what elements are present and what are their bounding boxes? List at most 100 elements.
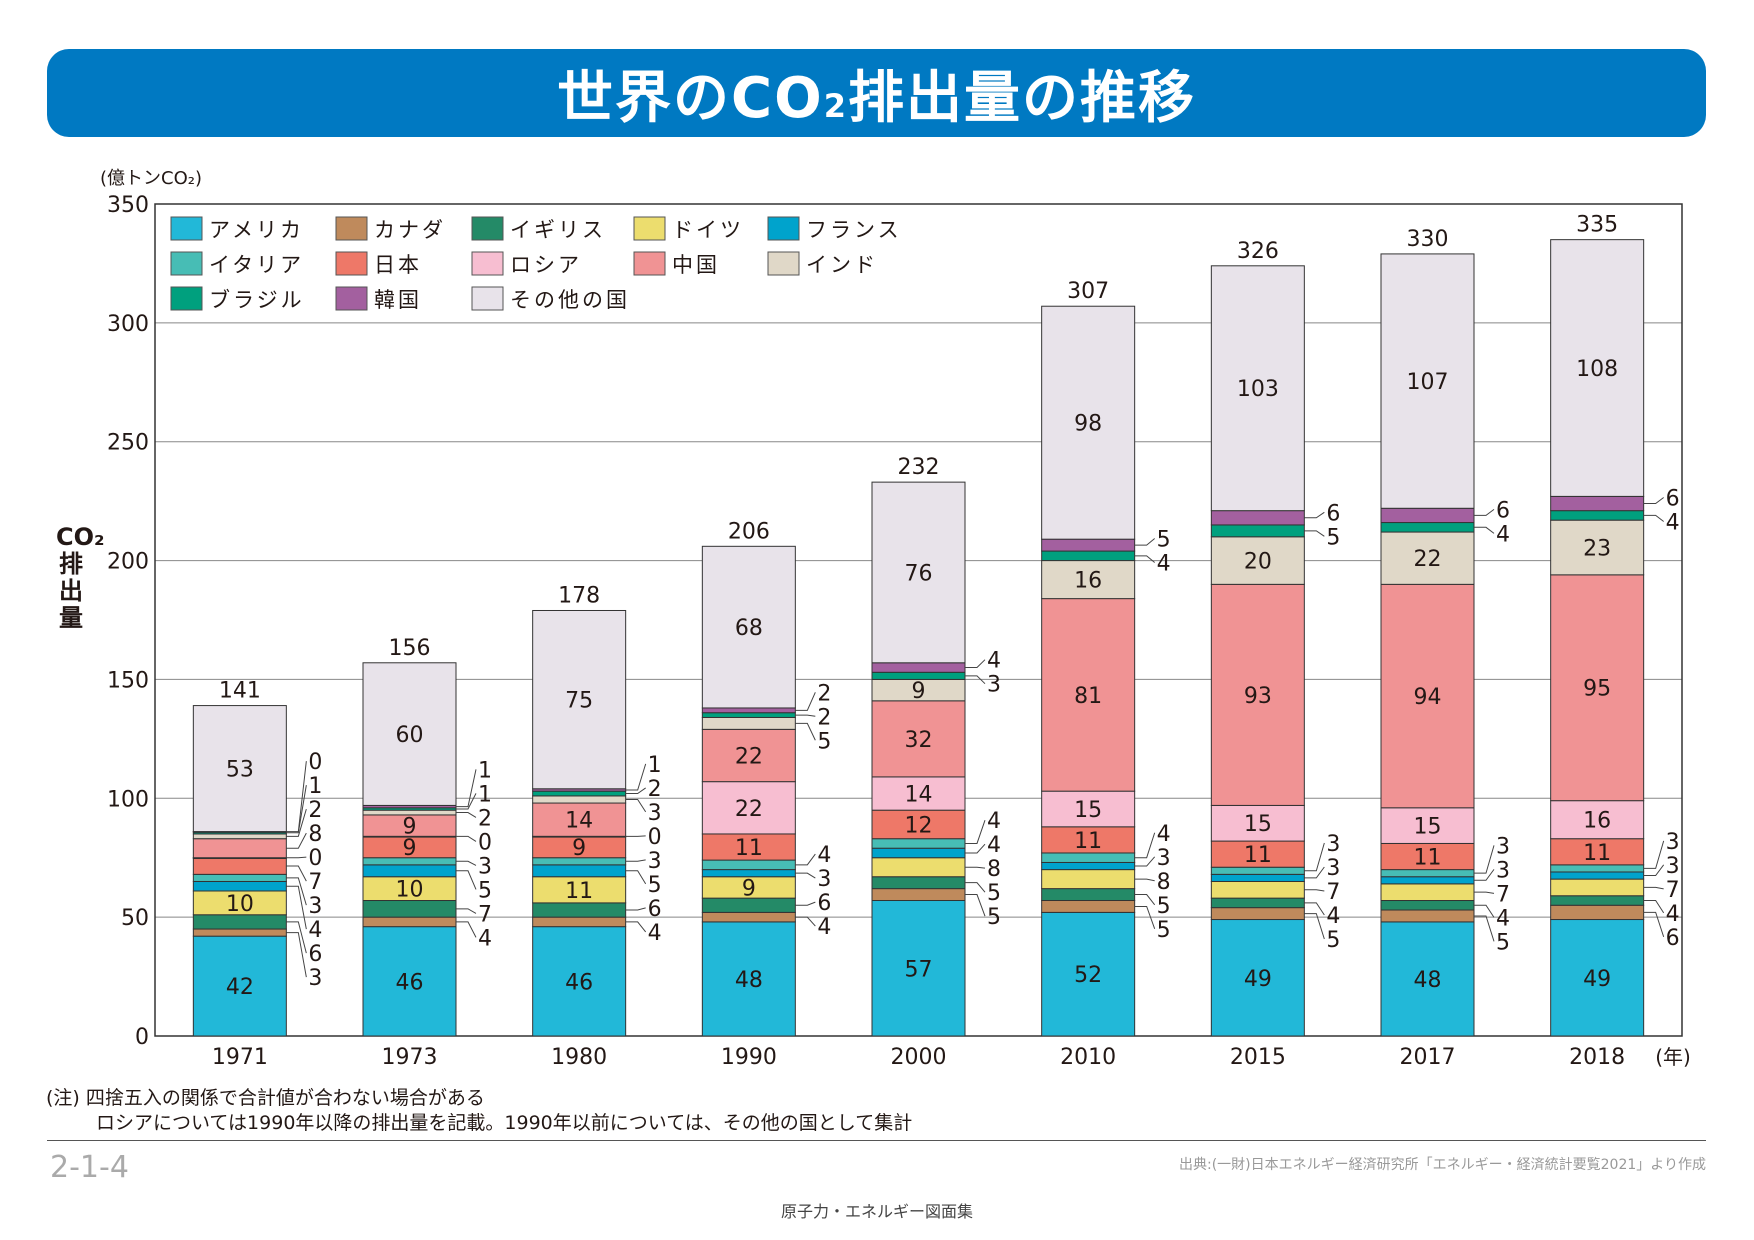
segment-label: 103 <box>1237 377 1279 402</box>
segment-label: 9 <box>912 679 926 704</box>
leader-line <box>795 722 816 741</box>
leader-line <box>1304 889 1325 892</box>
leader-line <box>286 856 307 859</box>
bar-segment <box>1380 531 1475 585</box>
leader-line <box>1304 902 1325 916</box>
legend-label: イギリス <box>510 218 606 242</box>
leader-line <box>795 916 816 927</box>
segment-label: 9 <box>742 876 756 901</box>
segment-label: 75 <box>565 689 593 714</box>
bar-segment <box>1550 800 1645 840</box>
legend-swatch <box>170 251 203 276</box>
bar-segment <box>1380 522 1475 533</box>
bar-segment <box>1210 510 1305 526</box>
bar-segment <box>871 662 966 673</box>
segment-label: 0 <box>308 750 322 775</box>
bar-segment <box>1210 873 1305 882</box>
leader-line <box>286 808 307 837</box>
bar-segment <box>701 869 796 878</box>
segment-label: 3 <box>478 854 492 879</box>
bar-segment <box>362 916 457 928</box>
segment-label: 2 <box>648 777 662 802</box>
bar-segment <box>192 928 287 937</box>
leader-line <box>1643 886 1664 890</box>
segment-label: 6 <box>1666 486 1680 511</box>
divider <box>47 1140 1706 1141</box>
bar-segment <box>701 707 796 714</box>
leader-line <box>286 877 307 906</box>
footer-title: 原子力・エネルギー図面集 <box>780 1202 973 1221</box>
leader-line <box>625 859 646 862</box>
x-tick-label: 2017 <box>1400 1045 1456 1070</box>
bar-segment <box>701 833 796 861</box>
bar-segment <box>1380 583 1475 809</box>
y-tick-label: 350 <box>107 193 149 218</box>
bar-segment <box>1041 869 1136 890</box>
leader-line <box>1134 856 1156 867</box>
page-number: 2-1-4 <box>50 1150 129 1185</box>
y-tick-label: 50 <box>121 906 149 931</box>
bar-segment <box>1550 519 1645 576</box>
y-tick-label: 150 <box>107 668 149 693</box>
segment-label: 3 <box>987 673 1001 698</box>
segment-label: 0 <box>648 825 662 850</box>
leader-line <box>795 853 816 866</box>
segment-label: 5 <box>1157 527 1171 552</box>
legend-swatch <box>335 286 368 311</box>
legend-swatch <box>471 286 504 311</box>
leader-line <box>1643 864 1665 877</box>
legend-swatch <box>471 216 504 241</box>
legend-label: その他の国 <box>510 288 630 312</box>
bar-segment <box>192 838 287 859</box>
leader-line <box>1304 913 1325 940</box>
segment-label: 93 <box>1244 684 1272 709</box>
segment-label: 3 <box>1496 834 1510 859</box>
bar-segment <box>192 873 287 882</box>
leader-line <box>1304 530 1325 537</box>
segment-label: 3 <box>1326 832 1340 857</box>
bar-segment <box>701 712 796 718</box>
segment-label: 6 <box>648 897 662 922</box>
leader-line <box>1134 894 1156 906</box>
segment-label: 68 <box>735 616 763 641</box>
segment-label: 2 <box>817 681 831 706</box>
leader-line <box>1304 511 1325 519</box>
total-label: 141 <box>219 679 261 704</box>
legend-label: ブラジル <box>209 288 305 312</box>
bar-segment <box>1550 864 1645 873</box>
bar-segment <box>532 916 627 928</box>
legend-label: ロシア <box>510 253 582 277</box>
legend-swatch <box>170 216 203 241</box>
segment-label: 3 <box>1666 854 1680 879</box>
leader-line <box>1134 538 1155 546</box>
legend-label: 日本 <box>374 253 422 277</box>
title-banner: 世界のCO2排出量の推移 <box>47 49 1706 137</box>
bar-segment <box>871 776 966 811</box>
legend-label: イタリア <box>209 253 304 277</box>
segment-label: 8 <box>308 822 322 847</box>
x-tick-label: 1980 <box>551 1045 607 1070</box>
segment-label: 16 <box>1583 809 1611 834</box>
segment-label: 0 <box>308 846 322 871</box>
bar-segment <box>192 833 287 840</box>
bar-segment <box>362 900 457 918</box>
bar-segment <box>1210 919 1305 1037</box>
leader-line <box>286 761 307 833</box>
segment-label: 10 <box>396 878 424 903</box>
segment-label: 14 <box>565 809 593 834</box>
leader-line <box>795 872 816 879</box>
legend-label: 韓国 <box>374 288 422 312</box>
bar-segment <box>1041 888 1136 902</box>
segment-label: 3 <box>308 894 322 919</box>
bar-segment <box>1210 907 1305 921</box>
leader-line <box>456 870 477 890</box>
total-label: 307 <box>1067 279 1109 304</box>
legend-swatch <box>335 216 368 241</box>
note-2: ロシアについては1990年以降の排出量を記載。1990年以前については、その他の… <box>96 1112 913 1134</box>
leader-line <box>965 882 986 893</box>
legend-label: 中国 <box>672 253 720 277</box>
bar-segment <box>1380 507 1475 524</box>
segment-label: 9 <box>403 815 417 840</box>
segment-label: 4 <box>987 809 1001 834</box>
